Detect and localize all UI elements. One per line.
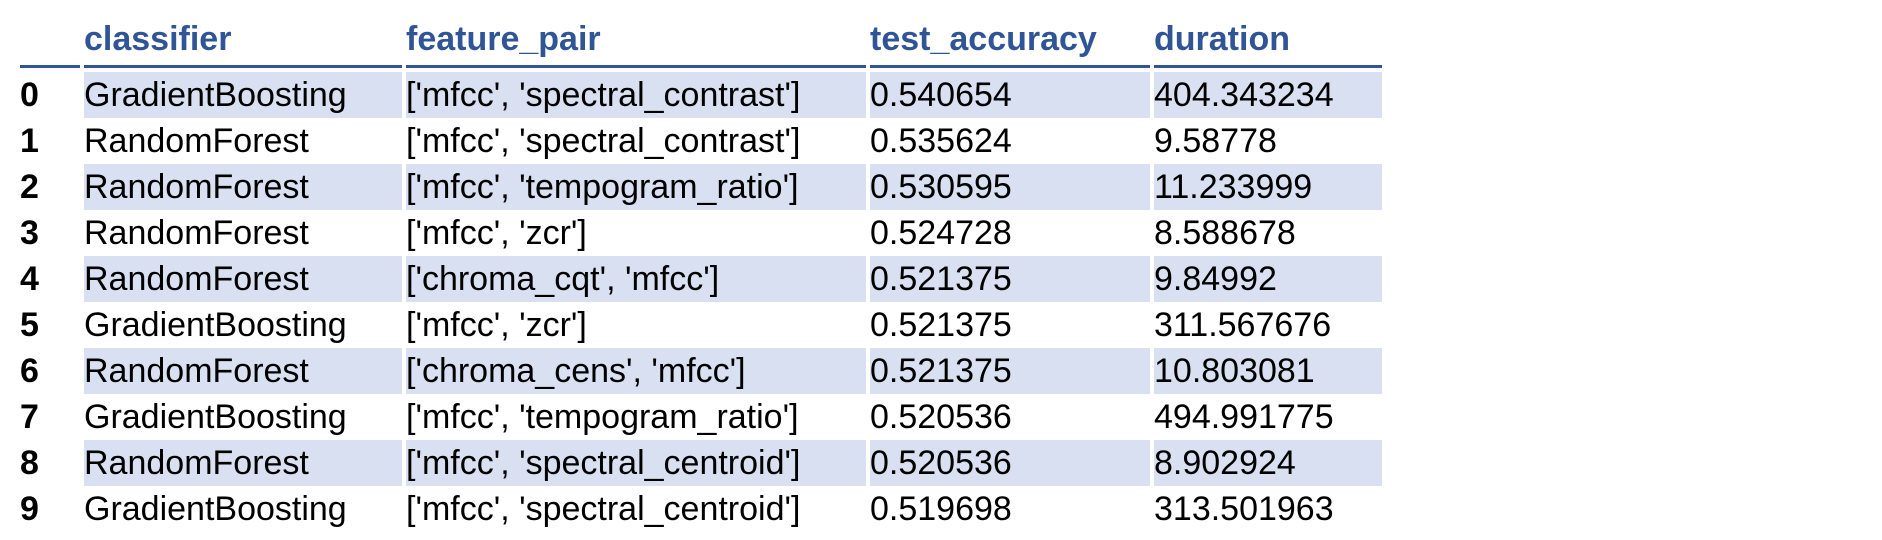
table-row: 9 GradientBoosting ['mfcc', 'spectral_ce… — [20, 486, 1382, 532]
cell-feature-pair: ['chroma_cens', 'mfcc'] — [406, 348, 866, 394]
cell-test-accuracy: 0.521375 — [870, 348, 1150, 394]
cell-classifier: GradientBoosting — [84, 490, 347, 528]
cell-feature-pair: ['mfcc', 'tempogram_ratio'] — [406, 164, 866, 210]
cell-feature-pair: ['mfcc', 'spectral_centroid'] — [406, 490, 801, 528]
index-header — [20, 13, 80, 68]
cell-classifier: RandomForest — [84, 256, 402, 302]
cell-duration: 404.343234 — [1154, 68, 1382, 118]
row-index: 7 — [20, 398, 39, 436]
table-row: 2 RandomForest ['mfcc', 'tempogram_ratio… — [20, 164, 1382, 210]
row-index: 9 — [20, 490, 39, 528]
row-index: 4 — [20, 260, 39, 298]
cell-duration: 8.588678 — [1154, 214, 1296, 252]
table-row: 4 RandomForest ['chroma_cqt', 'mfcc'] 0.… — [20, 256, 1382, 302]
column-header-duration: duration — [1154, 13, 1382, 68]
row-index: 8 — [20, 444, 39, 482]
cell-classifier: RandomForest — [84, 164, 402, 210]
cell-classifier: GradientBoosting — [84, 68, 402, 118]
row-index: 0 — [20, 68, 80, 118]
table-body: 0 GradientBoosting ['mfcc', 'spectral_co… — [20, 68, 1382, 532]
cell-duration: 313.501963 — [1154, 490, 1334, 528]
cell-test-accuracy: 0.519698 — [870, 490, 1012, 528]
row-index: 6 — [20, 352, 39, 390]
cell-classifier: GradientBoosting — [84, 306, 347, 344]
dataframe-table: classifier feature_pair test_accuracy du… — [16, 13, 1386, 532]
cell-duration: 8.902924 — [1154, 440, 1382, 486]
cell-duration: 494.991775 — [1154, 398, 1334, 436]
header-row: classifier feature_pair test_accuracy du… — [20, 13, 1382, 68]
cell-test-accuracy: 0.540654 — [870, 68, 1150, 118]
cell-duration: 9.84992 — [1154, 256, 1382, 302]
cell-duration: 311.567676 — [1154, 306, 1332, 344]
table-row: 8 RandomForest ['mfcc', 'spectral_centro… — [20, 440, 1382, 486]
cell-classifier: GradientBoosting — [84, 398, 347, 436]
cell-duration: 9.58778 — [1154, 122, 1277, 160]
cell-duration: 10.803081 — [1154, 348, 1382, 394]
cell-feature-pair: ['mfcc', 'zcr'] — [406, 214, 587, 252]
cell-test-accuracy: 0.520536 — [870, 440, 1150, 486]
cell-classifier: RandomForest — [84, 440, 402, 486]
cell-duration: 11.233999 — [1154, 164, 1382, 210]
table-header: classifier feature_pair test_accuracy du… — [20, 13, 1382, 68]
cell-classifier: RandomForest — [84, 348, 402, 394]
cell-test-accuracy: 0.524728 — [870, 214, 1012, 252]
table-row: 6 RandomForest ['chroma_cens', 'mfcc'] 0… — [20, 348, 1382, 394]
cell-feature-pair: ['mfcc', 'spectral_contrast'] — [406, 68, 866, 118]
row-index: 3 — [20, 214, 39, 252]
table-row: 3 RandomForest ['mfcc', 'zcr'] 0.524728 … — [20, 210, 1382, 256]
row-index: 1 — [20, 122, 39, 160]
column-header-feature-pair: feature_pair — [406, 13, 866, 68]
column-header-classifier: classifier — [84, 13, 402, 68]
cell-feature-pair: ['mfcc', 'spectral_centroid'] — [406, 440, 866, 486]
cell-test-accuracy: 0.535624 — [870, 122, 1012, 160]
column-header-test-accuracy: test_accuracy — [870, 13, 1150, 68]
row-index: 5 — [20, 306, 39, 344]
row-index: 2 — [20, 168, 39, 206]
table-row: 5 GradientBoosting ['mfcc', 'zcr'] 0.521… — [20, 302, 1382, 348]
cell-test-accuracy: 0.520536 — [870, 398, 1012, 436]
table-row: 7 GradientBoosting ['mfcc', 'tempogram_r… — [20, 394, 1382, 440]
cell-test-accuracy: 0.521375 — [870, 306, 1012, 344]
cell-feature-pair: ['mfcc', 'spectral_contrast'] — [406, 122, 801, 160]
cell-feature-pair: ['chroma_cqt', 'mfcc'] — [406, 256, 866, 302]
cell-test-accuracy: 0.521375 — [870, 256, 1150, 302]
table-row: 0 GradientBoosting ['mfcc', 'spectral_co… — [20, 68, 1382, 118]
table-row: 1 RandomForest ['mfcc', 'spectral_contra… — [20, 118, 1382, 164]
cell-classifier: RandomForest — [84, 122, 309, 160]
cell-feature-pair: ['mfcc', 'tempogram_ratio'] — [406, 398, 799, 436]
cell-classifier: RandomForest — [84, 214, 309, 252]
cell-feature-pair: ['mfcc', 'zcr'] — [406, 306, 587, 344]
cell-test-accuracy: 0.530595 — [870, 164, 1150, 210]
